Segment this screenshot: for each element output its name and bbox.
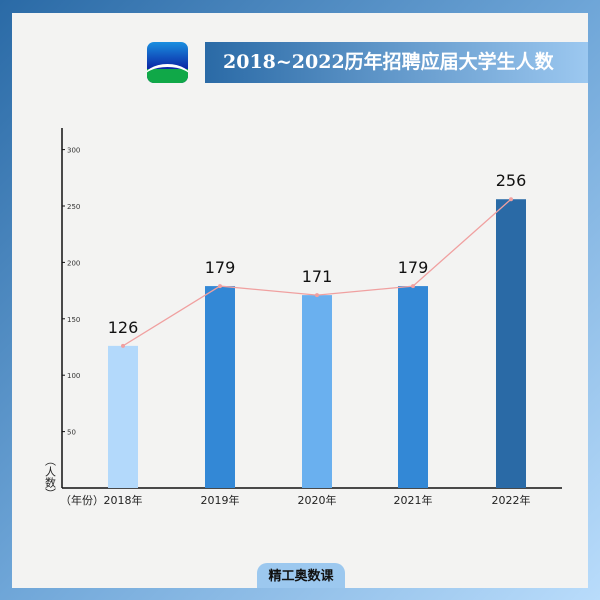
x-tick-label: 2018年 [104,493,143,507]
y-tick-label: 100 [67,372,80,380]
chart-background [12,13,588,588]
x-axis-label: （年份） [60,493,104,507]
data-label: 179 [205,258,236,277]
y-tick-label: 200 [67,259,80,267]
footer-brand: 精工奥数课 [257,563,345,588]
bar [108,345,138,488]
x-tick-label: 2021年 [394,493,433,507]
x-tick-label: 2019年 [201,493,240,507]
y-axis-label: （人数） [44,455,57,499]
data-label: 171 [302,267,333,286]
data-label: 256 [496,171,527,190]
trend-point [121,343,125,348]
bar [496,199,526,488]
trend-point [315,293,319,298]
bar [302,295,332,488]
logo-icon [147,42,188,83]
y-tick-label: 300 [67,147,80,155]
y-tick-label: 250 [67,203,80,211]
y-tick-label: 150 [67,316,80,324]
data-label: 126 [108,318,139,337]
trend-point [509,197,513,202]
bar [398,286,428,488]
data-label: 179 [398,258,429,277]
chart-title: 2018~2022历年招聘应届大学生人数 [205,42,588,83]
trend-point [218,284,222,289]
x-tick-label: 2022年 [492,493,531,507]
bar [205,286,235,488]
y-tick-label: 50 [67,429,76,437]
trend-point [411,284,415,289]
x-tick-label: 2020年 [298,493,337,507]
